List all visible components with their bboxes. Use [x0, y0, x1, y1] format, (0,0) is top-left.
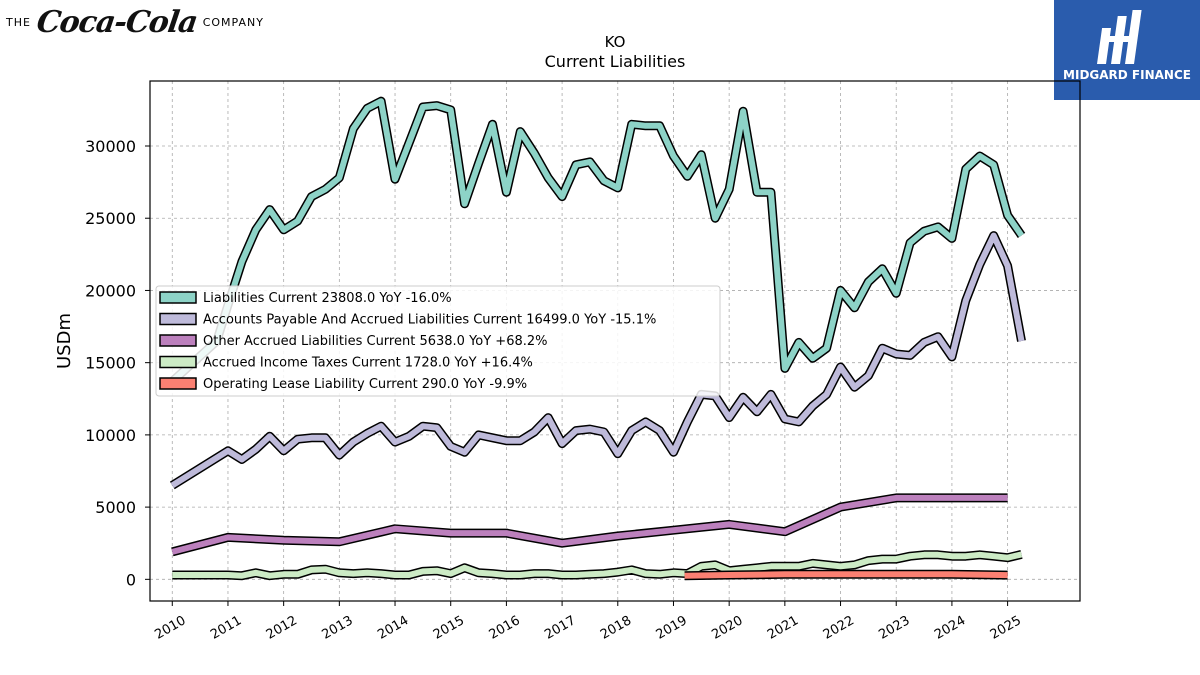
x-tick-label: 2015 — [431, 613, 467, 643]
x-tick-label: 2022 — [821, 613, 857, 643]
midgard-finance-logo: MIDGARD FINANCE — [1054, 0, 1200, 100]
legend-label-3: Accrued Income Taxes Current 1728.0 YoY … — [203, 356, 533, 371]
brand-right-text: MIDGARD FINANCE — [1063, 68, 1191, 82]
legend-swatch-1 — [159, 312, 197, 326]
x-tick-label: 2017 — [542, 613, 578, 643]
x-tick-label: 2025 — [988, 613, 1024, 643]
legend-swatch-0 — [159, 291, 197, 304]
legend-swatch-3 — [159, 355, 197, 369]
y-tick-label: 5000 — [95, 498, 136, 517]
x-tick-label: 2012 — [264, 613, 300, 643]
legend-box — [155, 285, 721, 397]
x-tick-label: 2021 — [765, 613, 801, 643]
y-tick-label: 15000 — [85, 354, 136, 373]
legend-label-1: Accounts Payable And Accrued Liabilities… — [203, 313, 656, 328]
series-line-0 — [170, 98, 1024, 384]
chart-title: KO — [605, 33, 626, 51]
y-tick-label: 25000 — [85, 209, 136, 228]
series-group — [169, 96, 1026, 581]
y-axis-label: USDm — [54, 313, 75, 369]
x-tick-label: 2018 — [598, 613, 634, 643]
x-tick-label: 2016 — [487, 613, 523, 643]
series-outline-2 — [171, 493, 1008, 557]
midgard-logo-icon — [1097, 10, 1142, 64]
legend: Liabilities Current 23808.0 YoY -16.0% Ac… — [155, 285, 721, 397]
y-tick-label: 0 — [126, 570, 136, 589]
x-tick-label: 2011 — [208, 613, 244, 643]
series-line-1 — [170, 232, 1025, 488]
brand-left-logo: THE Coca-Cola COMPANY — [6, 4, 264, 40]
axes-frame — [149, 80, 1081, 602]
brand-suffix: COMPANY — [202, 15, 264, 29]
legend-label-4: Operating Lease Liability Current 290.0 … — [203, 377, 527, 392]
y-tick-label: 20000 — [85, 281, 136, 300]
y-tick-label: 10000 — [85, 426, 136, 445]
series-line-3 — [172, 551, 1023, 579]
legend-swatch-4 — [159, 377, 197, 390]
brand-prefix: THE — [6, 15, 31, 29]
y-tick-label: 30000 — [85, 137, 136, 156]
legend-label-0: Liabilities Current 23808.0 YoY -16.0% — [203, 291, 452, 306]
series-line-2 — [171, 494, 1008, 555]
legend-label-2: Other Accrued Liabilities Current 5638.0… — [203, 334, 548, 349]
x-tick-label: 2013 — [320, 613, 356, 643]
x-tick-label: 2020 — [709, 613, 745, 643]
chart-subtitle: Current Liabilities — [545, 52, 686, 71]
series-line-4 — [684, 571, 1008, 579]
x-tick-label: 2019 — [654, 613, 690, 643]
x-tick-label: 2024 — [932, 613, 968, 643]
x-tick-label: 2010 — [152, 613, 188, 643]
x-tick-label: 2014 — [375, 613, 411, 643]
x-tick-label: 2023 — [876, 613, 912, 643]
legend-swatch-2 — [159, 334, 197, 347]
